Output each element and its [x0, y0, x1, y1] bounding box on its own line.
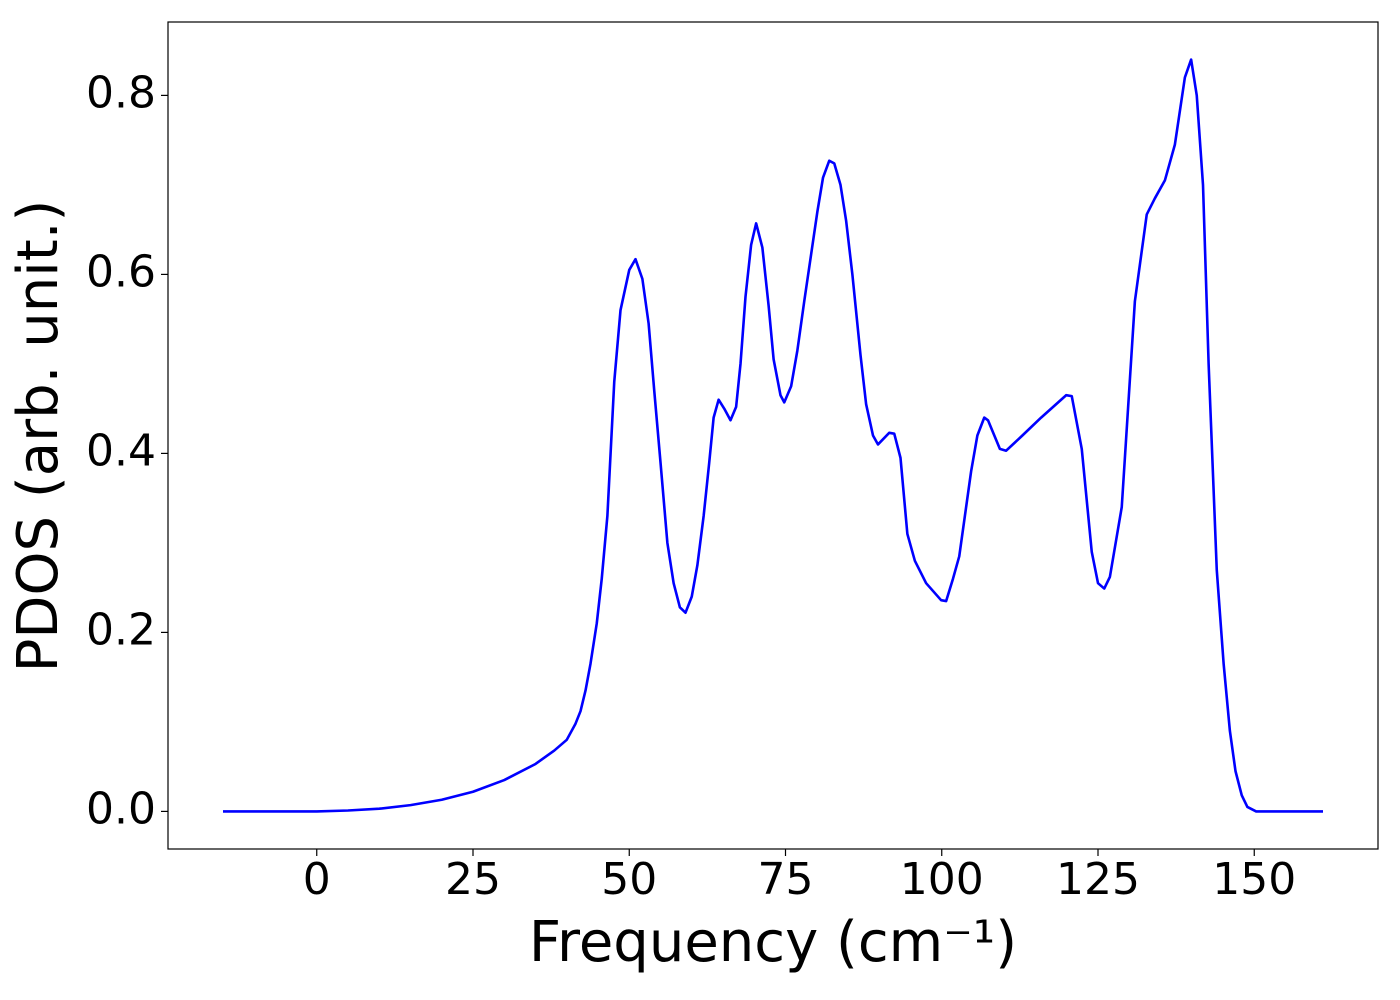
- y-tick-label: 0.6: [86, 246, 156, 297]
- y-axis-label: PDOS (arb. unit.): [6, 200, 71, 673]
- x-tick-label: 150: [1212, 854, 1296, 905]
- x-tick-label: 125: [1056, 854, 1140, 905]
- x-axis-label: Frequency (cm⁻¹): [529, 910, 1017, 975]
- y-tick-label: 0.0: [86, 783, 156, 834]
- y-tick-label: 0.8: [86, 67, 156, 118]
- x-tick-label: 0: [303, 854, 331, 905]
- y-tick-label: 0.4: [86, 425, 156, 476]
- y-tick-label: 0.2: [86, 604, 156, 655]
- x-tick-label: 100: [900, 854, 984, 905]
- data-line: [223, 58, 1323, 813]
- x-tick-label: 75: [758, 854, 814, 905]
- x-tick-label: 25: [445, 854, 501, 905]
- plot-frame: [167, 21, 1379, 850]
- x-tick-label: 50: [601, 854, 657, 905]
